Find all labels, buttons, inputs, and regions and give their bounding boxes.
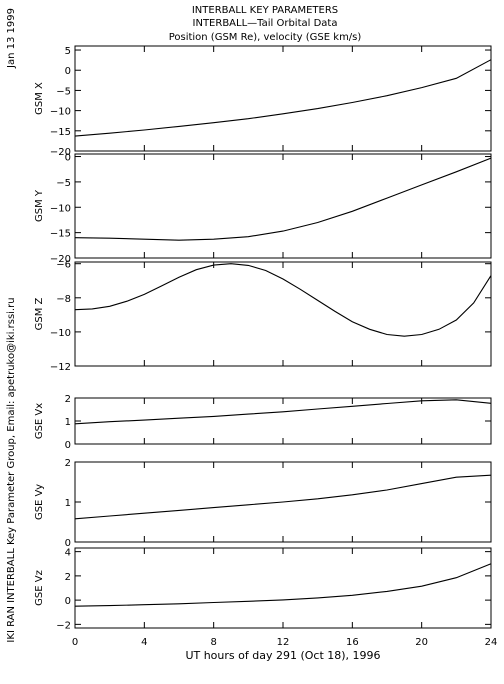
series-line [74,399,492,425]
series-line [74,563,492,607]
date-stamp: Jan 13 1999 [6,8,17,69]
y-axis-label: GSE Vx [34,403,45,439]
chart-title-line-3: Position (GSM Re), velocity (GSE km/s) [169,32,362,43]
panel-5: 0 1 2 GSE Vy [34,458,492,549]
panel-frame [74,261,492,367]
panel-frame [74,153,492,259]
panel-frame [74,397,492,445]
y-tick-label: 2 [65,394,71,405]
panel-4: 0 1 2 GSE Vx [34,394,492,451]
y-tick-label: 1 [65,417,71,428]
panel-2: 0 −5 −10 −15 −20 GSM Y [34,153,492,265]
y-tick-label: −5 [56,86,71,97]
x-tick-label: 16 [346,637,359,648]
y-tick-label: −6 [56,260,71,271]
x-tick-label: 24 [485,637,498,648]
y-tick-label: −8 [56,294,71,305]
credit-text: IKI RAN INTERBALL Key Parameter Group, E… [6,297,17,642]
series-line [74,474,492,520]
y-tick-label: −20 [50,147,71,158]
x-tick-label: 4 [141,637,147,648]
y-tick-label: −15 [50,127,71,138]
y-tick-label: 1 [65,498,71,509]
y-tick-label: −20 [50,254,71,265]
panel-1: 5 0 −5 −10 −15 −20 GSM X [34,45,492,158]
y-tick-label: 4 [65,548,71,559]
series-line [74,263,492,337]
chart-title-line-2: INTERBALL—Tail Orbital Data [193,18,338,29]
series-line [74,59,492,137]
y-tick-label: 0 [65,596,71,607]
y-tick-label: −5 [56,178,71,189]
y-tick-label: 2 [65,572,71,583]
panel-3: −6 −8 −10 −12 GSM Z [34,260,492,373]
y-tick-label: −12 [50,362,71,373]
y-axis-label: GSM Z [34,297,45,330]
y-axis-label: GSE Vz [34,570,45,606]
panel-frame [74,45,492,152]
chart-title-line-1: INTERBALL KEY PARAMETERS [192,5,338,16]
y-tick-label: 2 [65,458,71,469]
x-tick-label: 8 [210,637,216,648]
y-tick-label: −2 [56,620,71,631]
y-axis-label: GSM X [34,82,45,115]
y-tick-label: 0 [65,153,71,164]
y-axis-label: GSM Y [34,189,45,222]
y-tick-label: 0 [65,66,71,77]
x-tick-label: 12 [277,637,290,648]
y-tick-label: −10 [50,203,71,214]
x-tick-label: 20 [415,637,428,648]
y-tick-label: −10 [50,328,71,339]
x-tick-label: 0 [72,637,78,648]
y-tick-label: 0 [65,440,71,451]
panel-6: 4 2 0 −2 GSE Vz [34,547,492,631]
x-axis-label: UT hours of day 291 (Oct 18), 1996 [185,649,380,662]
panel-frame [74,547,492,629]
y-tick-label: −10 [50,107,71,118]
series-line [74,157,492,241]
y-tick-label: 5 [65,46,71,57]
y-tick-label: 0 [65,538,71,549]
y-tick-label: −15 [50,229,71,240]
y-axis-label: GSE Vy [34,484,45,520]
